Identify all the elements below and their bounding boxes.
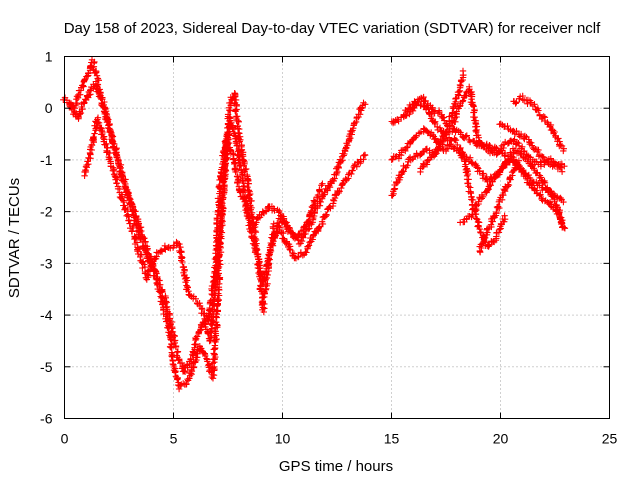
y-tick-label: -3 [40,255,53,271]
plus-markers [457,156,569,232]
series-track-i [476,157,523,256]
series-track-c [81,114,326,325]
series-track-b [66,78,369,375]
y-tick-label: -2 [40,204,53,220]
plus-markers [400,67,467,129]
x-axis-ticks: 0 5 10 15 20 25 [61,56,618,447]
x-tick-label: 10 [275,431,291,447]
plus-markers [476,157,523,256]
series-track-l [496,120,566,175]
grid-lines [64,56,610,419]
series-track-j [510,92,567,155]
y-tick-label: -1 [40,152,53,168]
plus-markers [81,114,326,325]
y-tick-label: 1 [45,49,53,65]
y-axis-title: SDTVAR / TECUs [6,178,23,298]
series-track-k [457,156,569,232]
x-axis-title: GPS time / hours [279,458,393,475]
x-tick-label: 20 [493,431,509,447]
plus-markers [496,120,566,175]
plus-markers [510,92,567,155]
y-tick-label: -5 [40,359,53,375]
series-track-g [400,67,467,129]
y-axis-ticks: 1 0 -1 -2 -3 -4 -5 -6 [40,49,610,427]
plus-markers [66,78,369,375]
x-tick-label: 15 [384,431,400,447]
x-tick-label: 5 [170,431,178,447]
data-marks [60,56,569,393]
x-tick-label: 25 [602,431,618,447]
y-tick-label: 0 [45,100,53,116]
y-tick-label: -6 [40,411,53,427]
y-tick-label: -4 [40,307,53,323]
chart-title: Day 158 of 2023, Sidereal Day-to-day VTE… [64,20,601,37]
plot-frame [64,56,610,419]
x-tick-label: 0 [61,431,69,447]
